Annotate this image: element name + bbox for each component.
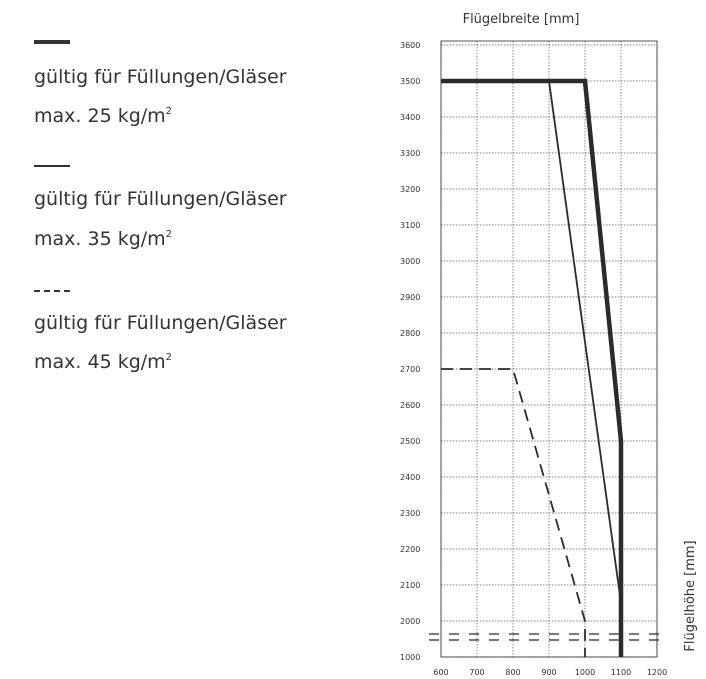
x-tick-900: 900 [541, 668, 556, 677]
y-tick-2400: 2400 [400, 473, 420, 482]
y-tick-labels: 1000 2000 2100 2200 2300 2400 2500 2600 2700 2800… [400, 41, 420, 662]
legend-sup-35kg: 2 [165, 229, 173, 240]
series-group [441, 78, 624, 657]
dashed-line-swatch [34, 290, 70, 292]
x-tick-1100: 1100 [611, 668, 631, 677]
series-line-thin [441, 80, 622, 657]
y-tick-3600: 3600 [400, 41, 420, 50]
y-tick-1000: 1000 [400, 653, 420, 662]
y-tick-2600: 2600 [400, 401, 420, 410]
x-tick-1200: 1200 [647, 668, 667, 677]
legend-sup-25kg: 2 [165, 106, 173, 117]
y-tick-3500: 3500 [400, 77, 420, 86]
x-tick-700: 700 [469, 668, 484, 677]
y-tick-2700: 2700 [400, 365, 420, 374]
legend-unit-35kg: max. 35 kg/m [34, 228, 166, 250]
thin-line-swatch [34, 165, 70, 167]
y-tick-3000: 3000 [400, 257, 420, 266]
y-tick-3400: 3400 [400, 113, 420, 122]
x-tick-600: 600 [433, 668, 448, 677]
y-tick-2000: 2000 [400, 617, 420, 626]
y-tick-2100: 2100 [400, 581, 420, 590]
y-tick-3200: 3200 [400, 185, 420, 194]
y-tick-2900: 2900 [400, 293, 420, 302]
legend-text-45kg-line1: gültig für Füllungen/Gläser [34, 312, 287, 334]
y-tick-2800: 2800 [400, 329, 420, 338]
y-tick-2500: 2500 [400, 437, 420, 446]
x-tick-labels: 600 700 800 900 1000 1100 1200 [433, 668, 667, 677]
plot-frame [440, 40, 658, 658]
legend-unit-25kg: max. 25 kg/m [34, 105, 166, 127]
legend-text-45kg-line2: max. 45 kg/m2 [34, 338, 172, 382]
legend-text-35kg-line1: gültig für Füllungen/Gläser [34, 188, 287, 210]
legend-text-25kg-line2: max. 25 kg/m2 [34, 92, 172, 136]
grid [440, 41, 658, 658]
plot-border [440, 40, 658, 658]
legend-text-25kg-line1: gültig für Füllungen/Gläser [34, 66, 287, 88]
legend-unit-45kg: max. 45 kg/m [34, 351, 166, 373]
x-axis-label: Flügelbreite [mm] [463, 12, 580, 27]
y-tick-3100: 3100 [400, 221, 420, 230]
y-axis-label: Flügelhöhe [mm] [683, 540, 698, 651]
axis-break [429, 633, 669, 641]
thick-line-swatch [34, 40, 70, 44]
x-tick-1000: 1000 [575, 668, 595, 677]
series-line-dashed [441, 368, 586, 657]
y-tick-3300: 3300 [400, 149, 420, 158]
y-tick-2200: 2200 [400, 545, 420, 554]
legend-sup-45kg: 2 [165, 352, 173, 363]
x-tick-800: 800 [505, 668, 520, 677]
legend-text-35kg-line2: max. 35 kg/m2 [34, 215, 172, 259]
y-tick-2300: 2300 [400, 509, 420, 518]
